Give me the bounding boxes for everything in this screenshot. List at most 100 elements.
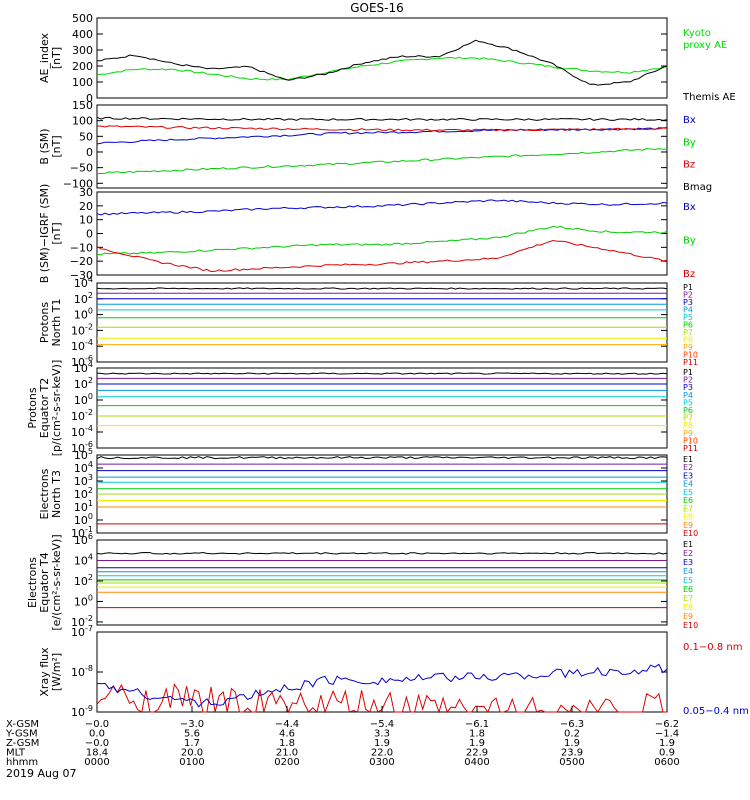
ephemeris-row-label: MLT bbox=[6, 748, 26, 759]
y-tick-label: 10-9 bbox=[71, 704, 93, 719]
ephemeris-value: −0.0 bbox=[85, 738, 109, 749]
y-tick-label: 10 bbox=[79, 214, 93, 227]
y-axis-label: AE_index bbox=[38, 32, 51, 83]
x-axis-ephemeris: 2019 Aug 07 X-GSM −0.0 −3.0 −4.4 −5.4 −6.1 −6.… bbox=[5, 706, 680, 780]
ephemeris-value: −6.2 bbox=[655, 719, 679, 730]
legend-p3: P3 bbox=[683, 383, 693, 392]
y-tick-label: 0 bbox=[86, 228, 93, 241]
legend-bx: Bx bbox=[683, 202, 696, 213]
legend-p6: P6 bbox=[683, 321, 693, 330]
legend-bz: Bz bbox=[683, 160, 695, 171]
legend-p11: P11 bbox=[683, 444, 698, 453]
series-line-bx bbox=[96, 199, 668, 216]
legend-themis-ae: Themis AE bbox=[682, 92, 736, 103]
series-line-bz bbox=[96, 125, 668, 132]
ephemeris-value: 0500 bbox=[559, 757, 584, 768]
legend-e8: E8 bbox=[683, 513, 693, 522]
panel-8: 10-7 10-8 10-9 Xray flux [W/m²] 0.1−0.8 nm 0.0… bbox=[38, 624, 749, 719]
ephemeris-value: −3.0 bbox=[180, 719, 204, 730]
ephemeris-value: 5.6 bbox=[184, 729, 200, 740]
y-tick-label: 106 bbox=[74, 532, 93, 547]
legend-bx: Bx bbox=[683, 115, 696, 126]
legend-p7: P7 bbox=[683, 328, 693, 337]
legend-e4: E4 bbox=[683, 567, 693, 576]
legend-e10: E10 bbox=[683, 529, 698, 538]
ephemeris-value: 4.6 bbox=[279, 729, 295, 740]
legend-p9: P9 bbox=[683, 343, 693, 352]
ephemeris-value: 0100 bbox=[179, 757, 204, 768]
y-tick-label: 10-8 bbox=[71, 664, 93, 679]
legend-e2: E2 bbox=[683, 463, 693, 472]
legend-e3: E3 bbox=[683, 558, 693, 567]
y-axis-label: [nT] bbox=[50, 222, 63, 244]
series-line-by bbox=[96, 225, 668, 256]
ephemeris-value: 0000 bbox=[84, 757, 109, 768]
y-tick-label: −20 bbox=[70, 255, 93, 268]
y-tick-label: 100 bbox=[72, 76, 93, 89]
ephemeris-value: −4.4 bbox=[275, 719, 299, 730]
ephemeris-value: 0300 bbox=[369, 757, 394, 768]
y-tick-label: −30 bbox=[70, 269, 93, 282]
y-axis-label: Equator T2 bbox=[38, 378, 51, 438]
ephemeris-value: 0400 bbox=[464, 757, 489, 768]
legend-p11: P11 bbox=[683, 358, 698, 367]
ephemeris-value: 0600 bbox=[654, 757, 679, 768]
panel-frame bbox=[96, 367, 668, 449]
legend-p5: P5 bbox=[683, 398, 693, 407]
panel-frame bbox=[96, 104, 668, 189]
legend-p10: P10 bbox=[683, 351, 698, 360]
legend-kyoto-proxy-ae: Kyoto bbox=[683, 28, 711, 39]
ephemeris-value: 1.9 bbox=[564, 738, 580, 749]
y-tick-label: 104 bbox=[74, 552, 93, 567]
legend-e3: E3 bbox=[683, 471, 693, 480]
ephemeris-row-label: hhmm bbox=[6, 757, 38, 768]
y-tick-label: 102 bbox=[74, 376, 93, 391]
series-line-p1 bbox=[96, 372, 668, 375]
y-tick-label: 0 bbox=[86, 92, 93, 105]
legend-p10: P10 bbox=[683, 436, 698, 445]
y-tick-label: 300 bbox=[72, 44, 93, 57]
legend-p1: P1 bbox=[683, 283, 693, 292]
legend-e6: E6 bbox=[683, 585, 693, 594]
legend-p8: P8 bbox=[683, 421, 693, 430]
y-axis-label: Equator T4 bbox=[38, 552, 51, 612]
y-tick-label: 10-2 bbox=[71, 322, 93, 337]
y-tick-label: 100 bbox=[74, 392, 93, 407]
ephemeris-value: 22.0 bbox=[371, 748, 393, 759]
ephemeris-value: 21.0 bbox=[276, 748, 298, 759]
series-line-e1 bbox=[96, 551, 668, 555]
plot-title: GOES-16 bbox=[350, 1, 404, 15]
ephemeris-value: −6.3 bbox=[560, 719, 584, 730]
y-tick-label: 20 bbox=[79, 200, 93, 213]
legend-bz: Bz bbox=[683, 269, 695, 280]
ephemeris-value: 22.9 bbox=[466, 748, 488, 759]
legend-p3: P3 bbox=[683, 298, 693, 307]
ephemeris-value: 1.9 bbox=[659, 738, 675, 749]
ephemeris-value: 3.3 bbox=[374, 729, 390, 740]
legend-0-05-0-4-nm: 0.05−0.4 nm bbox=[683, 706, 749, 717]
ephemeris-value: 1.9 bbox=[374, 738, 390, 749]
legend-e5: E5 bbox=[683, 488, 693, 497]
ephemeris-value: 23.9 bbox=[561, 748, 583, 759]
y-axis-label: B (SM)−IGRF (SM) bbox=[38, 184, 51, 284]
y-axis-label: Electrons bbox=[26, 557, 39, 608]
panel-frame bbox=[96, 282, 668, 363]
legend-0-1-0-8-nm: 0.1−0.8 nm bbox=[683, 642, 742, 653]
legend-e10: E10 bbox=[683, 621, 698, 630]
panel-frame bbox=[96, 191, 668, 276]
y-axis-label: Protons bbox=[38, 302, 51, 343]
legend-p2: P2 bbox=[683, 291, 693, 300]
y-tick-label: 200 bbox=[72, 60, 93, 73]
y-axis-label: Electrons bbox=[38, 468, 51, 519]
y-axis-label: [W/m²] bbox=[50, 653, 63, 691]
y-tick-label: 104 bbox=[74, 360, 93, 375]
panel-2: 150 100 50 0 −50 −100 B (SM) [nT] Bx By Bz Bmag bbox=[38, 99, 712, 193]
legend-e2: E2 bbox=[683, 549, 693, 558]
ephemeris-row-label: Y-GSM bbox=[5, 729, 38, 740]
ephemeris-value: −1.4 bbox=[655, 729, 679, 740]
